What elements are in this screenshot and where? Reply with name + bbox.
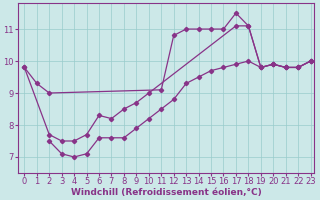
X-axis label: Windchill (Refroidissement éolien,°C): Windchill (Refroidissement éolien,°C) (71, 188, 262, 197)
